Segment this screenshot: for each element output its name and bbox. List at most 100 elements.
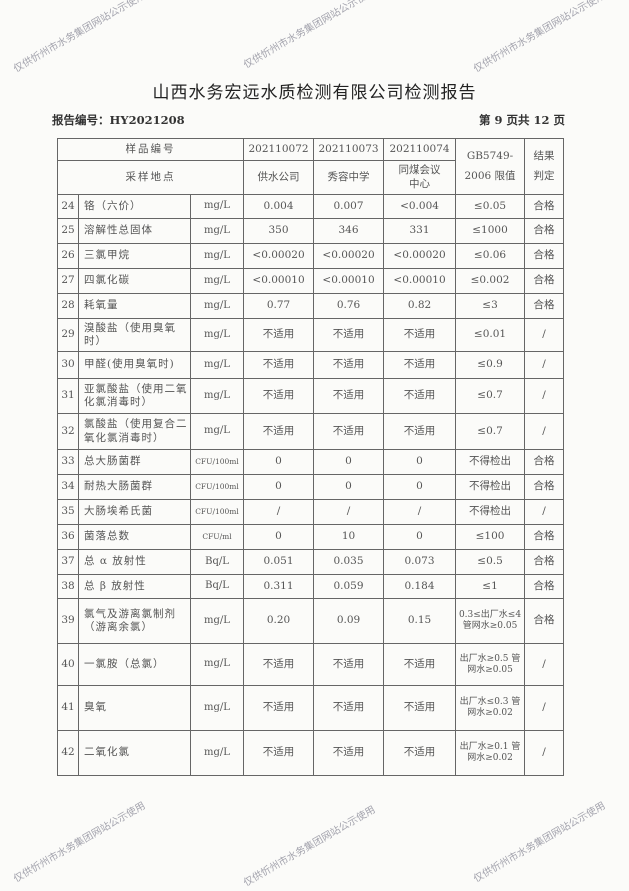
result-label-1: 结果: [533, 149, 555, 162]
table-row: 40 一氯胺（总氯） mg/L 不适用 不适用 不适用 出厂水≥0.5 管网水≥0.05/: [57, 643, 565, 686]
site-2: 秀容中学: [313, 160, 385, 195]
limit-label-2: 2006 限值: [464, 169, 516, 182]
unit: mg/L: [189, 268, 245, 294]
row-number: 35: [57, 499, 79, 525]
table-row: 25 溶解性总固体 mg/L 350 346 331 ≤1000 合格: [57, 218, 565, 244]
result: 合格: [524, 474, 565, 500]
row-number: 32: [57, 413, 79, 450]
result: 合格: [524, 243, 565, 269]
row-number: 27: [57, 268, 79, 294]
value-2: 0.09: [313, 598, 385, 644]
unit: CFU/ml: [189, 524, 245, 550]
limit: ≤0.9: [455, 351, 526, 379]
row-number: 36: [57, 524, 79, 550]
value-3: 不适用: [383, 730, 457, 776]
row-number: 26: [57, 243, 79, 269]
item-name: 氯气及游离氯制剂（游离余氯）: [78, 598, 191, 644]
table-row: 34 耐热大肠菌群 CFU/100ml 0 0 0 不得检出 合格: [57, 474, 565, 500]
unit: CFU/100ml: [189, 499, 245, 525]
limit: 出厂水≥0.5 管网水≥0.05: [455, 643, 526, 686]
row-number: 34: [57, 474, 79, 500]
table-row: 31 亚氯酸盐（使用二氧化氯消毒时） mg/L 不适用 不适用 不适用 ≤0.7/: [57, 378, 565, 414]
value-1: 0.004: [243, 194, 315, 219]
result: /: [524, 730, 565, 776]
limit-header: GB5749- 2006 限值: [455, 138, 526, 195]
table-row: 42 二氧化氯 mg/L 不适用 不适用 不适用 出厂水≥0.1 管网水≥0.02/: [57, 730, 565, 776]
result: 合格: [524, 574, 565, 599]
limit: 0.3≤出厂水≤4 管网水≥0.05: [455, 598, 526, 644]
item-name: 溴酸盐（使用臭氧时）: [78, 318, 191, 352]
item-name: 氯酸盐（使用复合二氧化氯消毒时）: [78, 413, 191, 450]
value-3: 0.15: [383, 598, 457, 644]
value-2: 0.035: [313, 549, 385, 575]
value-1: 0.311: [243, 574, 315, 599]
watermark: 仅供忻州市水务集团网站公示使用: [12, 0, 148, 75]
value-3: 不适用: [383, 318, 457, 352]
table-row: 36 菌落总数 CFU/ml 0 10 0 ≤100 合格: [57, 524, 565, 550]
item-name: 甲醛(使用臭氧时): [78, 351, 191, 379]
limit: ≤0.01: [455, 318, 526, 352]
value-3: 0: [383, 474, 457, 500]
row-number: 33: [57, 449, 79, 475]
result: /: [524, 378, 565, 414]
row-number: 38: [57, 574, 79, 599]
table-row: 41 臭氧 mg/L 不适用 不适用 不适用 出厂水≤0.3 管网水≥0.02/: [57, 685, 565, 731]
limit: ≤0.5: [455, 549, 526, 575]
limit: ≤100: [455, 524, 526, 550]
value-1: 不适用: [243, 351, 315, 379]
row-number: 31: [57, 378, 79, 414]
row-number: 25: [57, 218, 79, 244]
result: 合格: [524, 598, 565, 644]
item-name: 四氯化碳: [78, 268, 191, 294]
value-3: 0: [383, 524, 457, 550]
unit: mg/L: [189, 218, 245, 244]
unit: Bq/L: [189, 574, 245, 599]
table-row: 30 甲醛(使用臭氧时) mg/L 不适用 不适用 不适用 ≤0.9/: [57, 351, 565, 379]
value-3: 不适用: [383, 413, 457, 450]
item-name: 总 α 放射性: [78, 549, 191, 575]
item-name: 大肠埃希氏菌: [78, 499, 191, 525]
value-2: 不适用: [313, 318, 385, 352]
result: 合格: [524, 218, 565, 244]
sample-no-label: 样品编号: [56, 138, 245, 161]
result: 合格: [524, 194, 565, 219]
value-2: 346: [313, 218, 385, 244]
value-2: 不适用: [313, 378, 385, 414]
item-name: 溶解性总固体: [78, 218, 191, 244]
value-1: 0: [243, 474, 315, 500]
value-1: 0.77: [243, 293, 315, 319]
limit: 不得检出: [455, 499, 526, 525]
value-2: 0.76: [313, 293, 385, 319]
value-3: 0.184: [383, 574, 457, 599]
row-number: 30: [57, 351, 79, 379]
value-3: 不适用: [383, 643, 457, 686]
value-2: 不适用: [313, 413, 385, 450]
unit: mg/L: [189, 598, 245, 644]
value-1: 350: [243, 218, 315, 244]
value-2: 不适用: [313, 351, 385, 379]
unit: mg/L: [189, 243, 245, 269]
table-row: 39 氯气及游离氯制剂（游离余氯） mg/L 0.20 0.09 0.15 0.3≤出厂水≤…: [57, 598, 565, 644]
result: /: [524, 413, 565, 450]
value-3: 331: [383, 218, 457, 244]
table-row: 38 总 β 放射性 Bq/L 0.311 0.059 0.184 ≤1 合格: [57, 574, 565, 599]
value-1: <0.00020: [243, 243, 315, 269]
row-number: 28: [57, 293, 79, 319]
item-name: 耗氧量: [78, 293, 191, 319]
watermark: 仅供忻州市水务集团网站公示使用: [12, 800, 148, 885]
sample-no-2: 202110073: [313, 138, 385, 161]
value-1: 0: [243, 524, 315, 550]
watermark: 仅供忻州市水务集团网站公示使用: [472, 800, 608, 885]
page-number: 第 9 页共 12 页: [478, 113, 565, 127]
unit: mg/L: [189, 378, 245, 414]
value-2: <0.00010: [313, 268, 385, 294]
value-2: 不适用: [313, 685, 385, 731]
site-label: 采样地点: [56, 160, 245, 195]
item-name: 二氧化氯: [78, 730, 191, 776]
value-3: 不适用: [383, 685, 457, 731]
table-row: 26 三氯甲烷 mg/L <0.00020 <0.00020 <0.00020 ≤0.06 合…: [57, 243, 565, 269]
value-1: 不适用: [243, 413, 315, 450]
unit: mg/L: [189, 413, 245, 450]
table-row: 27 四氯化碳 mg/L <0.00010 <0.00010 <0.00010 ≤0.002…: [57, 268, 565, 294]
value-2: 不适用: [313, 643, 385, 686]
